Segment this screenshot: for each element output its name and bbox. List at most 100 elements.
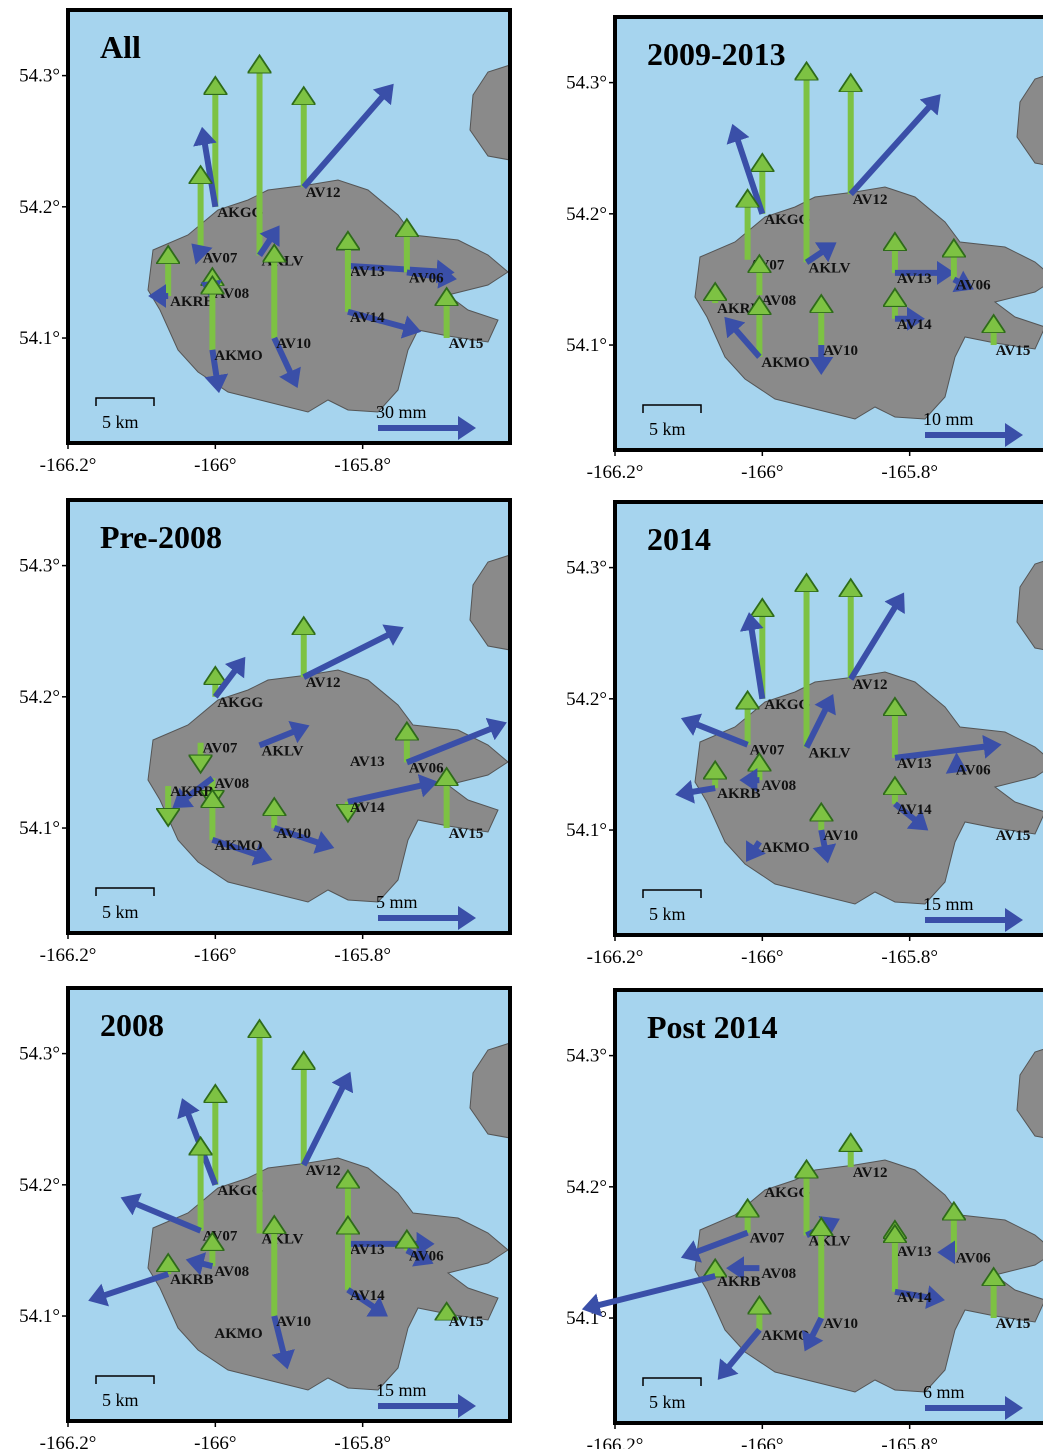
y-tick-label: 54.1° — [566, 335, 607, 356]
island — [694, 671, 1043, 905]
frame — [66, 8, 512, 445]
horizontal-vector — [848, 592, 905, 681]
scale-arrow-label: 15 mm — [923, 894, 974, 914]
station-label: AV06 — [409, 270, 444, 286]
horizontal-vector — [271, 336, 301, 389]
station-label: AKGG — [217, 1183, 263, 1199]
station-label: AV15 — [449, 1314, 484, 1330]
station-label: AKRB — [170, 294, 213, 310]
station-label: AV15 — [996, 343, 1031, 359]
station-label: AV07 — [203, 1229, 238, 1245]
horizontal-vector — [724, 316, 762, 359]
station-label: AV13 — [350, 754, 385, 770]
station-label: AV07 — [750, 1231, 785, 1247]
distance-scale-bar — [642, 404, 702, 413]
x-tick-label: -166° — [194, 455, 236, 476]
station-label: AKGG — [764, 212, 810, 228]
x-tick-label: -165.8° — [881, 462, 938, 483]
station-label: AV10 — [276, 336, 311, 352]
islet — [1016, 1048, 1043, 1138]
frame — [613, 988, 1043, 1425]
station-label: AV13 — [897, 756, 932, 772]
map-panel: 2014 54.3° 54.2° 54.1° -166.2° -166° -165.8° 5 … — [566, 500, 1043, 968]
station-label: AKRB — [170, 784, 213, 800]
scale-arrow-label: 15 mm — [376, 1380, 427, 1400]
station-label: AV08 — [214, 776, 249, 792]
y-tick-label: 54.3° — [566, 1046, 607, 1067]
station-label: AV06 — [409, 760, 444, 776]
station-label: AV06 — [956, 1250, 991, 1266]
x-tick-label: -166° — [741, 947, 783, 968]
station-label: AKMO — [761, 355, 809, 371]
station-label: AV06 — [409, 1248, 444, 1264]
station-label: AV15 — [449, 336, 484, 352]
x-tick-label: -166° — [741, 1435, 783, 1449]
horizontal-vector — [894, 1285, 945, 1309]
islet — [1016, 75, 1043, 165]
station-label: AKLV — [809, 745, 851, 761]
horizontal-vector — [717, 1327, 762, 1380]
horizontal-vector — [848, 94, 941, 197]
map-panel: Pre-2008 54.3° 54.2° 54.1° -166.2° -166° -165.… — [19, 498, 512, 966]
station-label: AV10 — [276, 826, 311, 842]
panel-title: Pre-2008 — [100, 519, 222, 555]
island — [147, 179, 509, 413]
station-label: AKGG — [217, 205, 263, 221]
station-label: AV10 — [823, 828, 858, 844]
x-tick-label: -165.8° — [334, 455, 391, 476]
horizontal-vector — [746, 840, 767, 862]
station-label: AV08 — [214, 286, 249, 302]
horizontal-vector — [680, 1229, 749, 1263]
station-label: AV12 — [853, 1165, 888, 1181]
frame — [66, 986, 512, 1423]
distance-scale-bar — [95, 887, 155, 896]
station-label: AV08 — [761, 1266, 796, 1282]
scale-arrow-label: 10 mm — [923, 409, 974, 429]
y-tick-label: 54.2° — [566, 1177, 607, 1198]
horizontal-vector — [346, 1287, 388, 1317]
station-label: AV12 — [853, 192, 888, 208]
horizontal-vector — [301, 1071, 354, 1167]
distance-scale-label: 5 km — [649, 419, 686, 439]
horizontal-vector — [258, 720, 310, 749]
panel-title: Post 2014 — [647, 1009, 778, 1045]
y-tick-label: 54.2° — [566, 204, 607, 225]
x-tick-label: -166° — [194, 945, 236, 966]
horizontal-vector — [801, 1316, 824, 1352]
y-tick-label: 54.3° — [566, 73, 607, 94]
station-label: AV07 — [203, 741, 238, 757]
distance-scale-label: 5 km — [102, 1390, 139, 1410]
horizontal-vector — [347, 773, 438, 805]
distance-scale-label: 5 km — [102, 902, 139, 922]
horizontal-vector — [88, 1271, 170, 1307]
x-tick-label: -166.2° — [40, 945, 97, 966]
horizontal-vector — [405, 717, 507, 766]
frame — [613, 15, 1043, 452]
y-tick-label: 54.2° — [566, 689, 607, 710]
horizontal-vector — [945, 752, 968, 774]
y-tick-label: 54.1° — [19, 1306, 60, 1327]
y-tick-label: 54.3° — [19, 66, 60, 87]
station-label: AKRB — [717, 301, 760, 317]
x-tick-label: -165.8° — [881, 1435, 938, 1449]
x-tick-label: -166.2° — [587, 1435, 644, 1449]
station-label: AKMO — [214, 1326, 262, 1342]
distance-scale-label: 5 km — [649, 1392, 686, 1412]
x-tick-label: -165.8° — [881, 947, 938, 968]
y-tick-label: 54.1° — [19, 328, 60, 349]
horizontal-vector — [211, 836, 273, 866]
horizontal-vector — [185, 1252, 214, 1276]
distance-scale-label: 5 km — [102, 412, 139, 432]
station-label: AKLV — [809, 260, 851, 276]
station-label: AV14 — [350, 1288, 385, 1304]
horizontal-vector — [804, 242, 837, 265]
panel-title: 2009-2013 — [647, 36, 786, 72]
y-tick-label: 54.2° — [19, 687, 60, 708]
horizontal-vector — [273, 825, 335, 854]
station-label: AV12 — [306, 185, 341, 201]
station-label: AKRB — [170, 1272, 213, 1288]
station-label: AKMO — [214, 348, 262, 364]
panel-title: 2008 — [100, 1007, 164, 1043]
